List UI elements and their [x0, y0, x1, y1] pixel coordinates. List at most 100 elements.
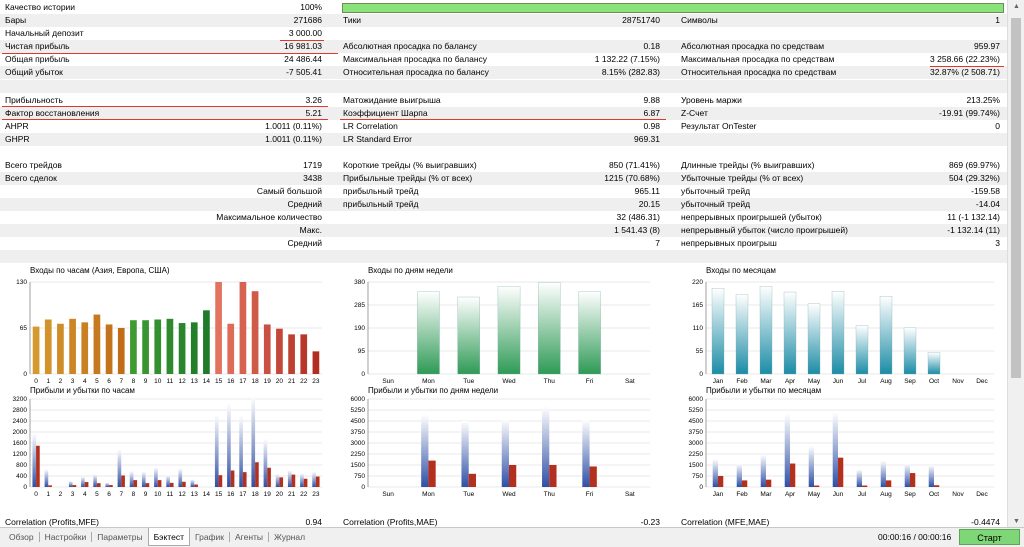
row-spacer-2 [0, 146, 1007, 159]
bar [215, 282, 222, 374]
short-trades-value: 850 (71.41%) [608, 160, 660, 170]
loss-bar [242, 472, 247, 487]
max-consec-loss-label: непрерывный убыток (число проигрышей) [681, 225, 848, 235]
bar [32, 326, 40, 374]
y-tick-label: 65 [20, 325, 28, 332]
max-count-label: Максимальное количество [216, 212, 322, 222]
largest-profit-value: 965.11 [634, 186, 660, 196]
total-trades-label: Всего трейдов [5, 160, 62, 170]
row-gross-profit: Общая прибыль 24 486.44 Максимальная про… [0, 53, 1007, 66]
bar [300, 334, 308, 374]
loss-bar [910, 473, 916, 487]
x-tick-label: 15 [215, 491, 223, 498]
row-avg: Средний 7 непрерывных проигрыш 3 [0, 237, 1007, 250]
profit-bar [832, 412, 838, 487]
ghpr-value: 1.0011 (0.11%) [265, 134, 322, 144]
y-tick-label: 55 [696, 348, 704, 355]
tab-parameters[interactable]: Параметры [97, 532, 143, 542]
y-tick-label: 750 [354, 473, 365, 480]
abs-dd-equity-value: 959.97 [974, 41, 1000, 51]
profit-bar [880, 460, 886, 487]
profit-bar [542, 406, 550, 487]
x-tick-label: 23 [312, 491, 320, 498]
bar [831, 291, 845, 375]
x-tick-label: 2 [59, 491, 63, 498]
row-spacer-3 [0, 250, 1007, 263]
bar [117, 328, 125, 374]
x-tick-label: 1 [46, 378, 50, 385]
y-tick-label: 2800 [13, 407, 28, 414]
bar [735, 294, 749, 375]
loss-bar [291, 474, 296, 487]
rel-dd-equity-label: Относительная просадка по средствам [681, 67, 837, 77]
y-tick-label: 190 [354, 325, 365, 332]
initial-deposit-value: 3 000.00 [288, 28, 322, 38]
sharpe-value: 6.87 [643, 108, 660, 118]
loss-trades-value: 504 (29.32%) [948, 173, 1000, 183]
zscore-value: -19.91 (99.74%) [939, 108, 1000, 118]
x-tick-label: 11 [167, 378, 174, 385]
x-tick-label: Jan [713, 491, 724, 498]
total-deals-value: 3438 [303, 173, 322, 183]
loss-bar [862, 485, 868, 487]
x-tick-label: 9 [144, 491, 148, 498]
loss-bar [255, 462, 259, 487]
y-tick-label: 3000 [689, 440, 704, 447]
tab-graph[interactable]: График [194, 532, 225, 542]
x-tick-label: Sep [904, 491, 916, 498]
initial-deposit-label: Начальный депозит [5, 28, 84, 38]
bar [227, 323, 235, 374]
profit-bar [712, 459, 718, 487]
profit-bar [275, 473, 280, 487]
x-tick-label: 16 [227, 491, 235, 498]
tab-settings[interactable]: Настройки [44, 532, 87, 542]
bar [759, 286, 773, 375]
avg-consec-losses-value: 3 [995, 238, 1000, 248]
bar [903, 327, 917, 375]
tab-agents[interactable]: Агенты [235, 532, 264, 542]
tab-backtest[interactable]: Бэктест [147, 528, 190, 546]
underline-recovery-factor [2, 119, 328, 120]
corr-profits-mae-value: -0.23 [640, 517, 660, 527]
bars-value: 271686 [293, 15, 322, 25]
scroll-down-icon[interactable]: ▼ [1013, 518, 1020, 525]
row-recovery-factor: Фактор восстановления 5.21 Коэффициент Ш… [0, 107, 1007, 120]
x-tick-label: Mon [422, 491, 435, 498]
gross-loss-value: -7 505.41 [286, 67, 322, 77]
x-tick-label: 10 [154, 491, 162, 498]
loss-bar [96, 483, 101, 487]
x-tick-label: Tue [463, 491, 474, 498]
scrollbar-thumb[interactable] [1011, 18, 1021, 378]
abs-dd-equity-label: Абсолютная просадка по средствам [681, 41, 825, 51]
rel-dd-equity-value: 32.87% (2 508.71) [930, 67, 1000, 77]
long-trades-value: 869 (69.97%) [948, 160, 1000, 170]
x-tick-label: Jun [833, 378, 844, 385]
bar [69, 318, 76, 374]
loss-bar [428, 460, 436, 487]
tab-journal[interactable]: Журнал [274, 532, 306, 542]
profit-bar [312, 471, 316, 487]
profit-bar [154, 467, 158, 487]
profit-bar [421, 414, 429, 487]
x-tick-label: Sat [625, 378, 635, 385]
avg-label: Средний [287, 238, 322, 248]
x-tick-label: Aug [880, 491, 892, 498]
y-tick-label: 750 [692, 473, 703, 480]
x-tick-label: 1 [46, 491, 50, 498]
zscore-label: Z-Счет [681, 108, 708, 118]
max-consec-losses-label: непрерывных проигрышей (убыток) [681, 212, 822, 222]
y-tick-label: 2250 [351, 451, 366, 458]
rel-dd-balance-value: 8.15% (282.83) [601, 67, 660, 77]
loss-bar [230, 470, 235, 487]
underline-max-dd-equity [930, 66, 1004, 67]
y-tick-label: 3200 [13, 396, 28, 403]
y-tick-label: 2400 [13, 418, 28, 425]
start-button[interactable]: Старт [959, 529, 1020, 545]
vertical-scrollbar[interactable]: ▲ ▼ [1007, 0, 1024, 530]
loss-bar [886, 480, 892, 487]
tab-overview[interactable]: Обзор [9, 532, 34, 542]
average-loss-value: -14.04 [975, 199, 1000, 209]
lr-corr-label: LR Correlation [343, 121, 398, 131]
largest-loss-label: убыточный трейд [681, 186, 751, 196]
scroll-up-icon[interactable]: ▲ [1013, 3, 1020, 10]
